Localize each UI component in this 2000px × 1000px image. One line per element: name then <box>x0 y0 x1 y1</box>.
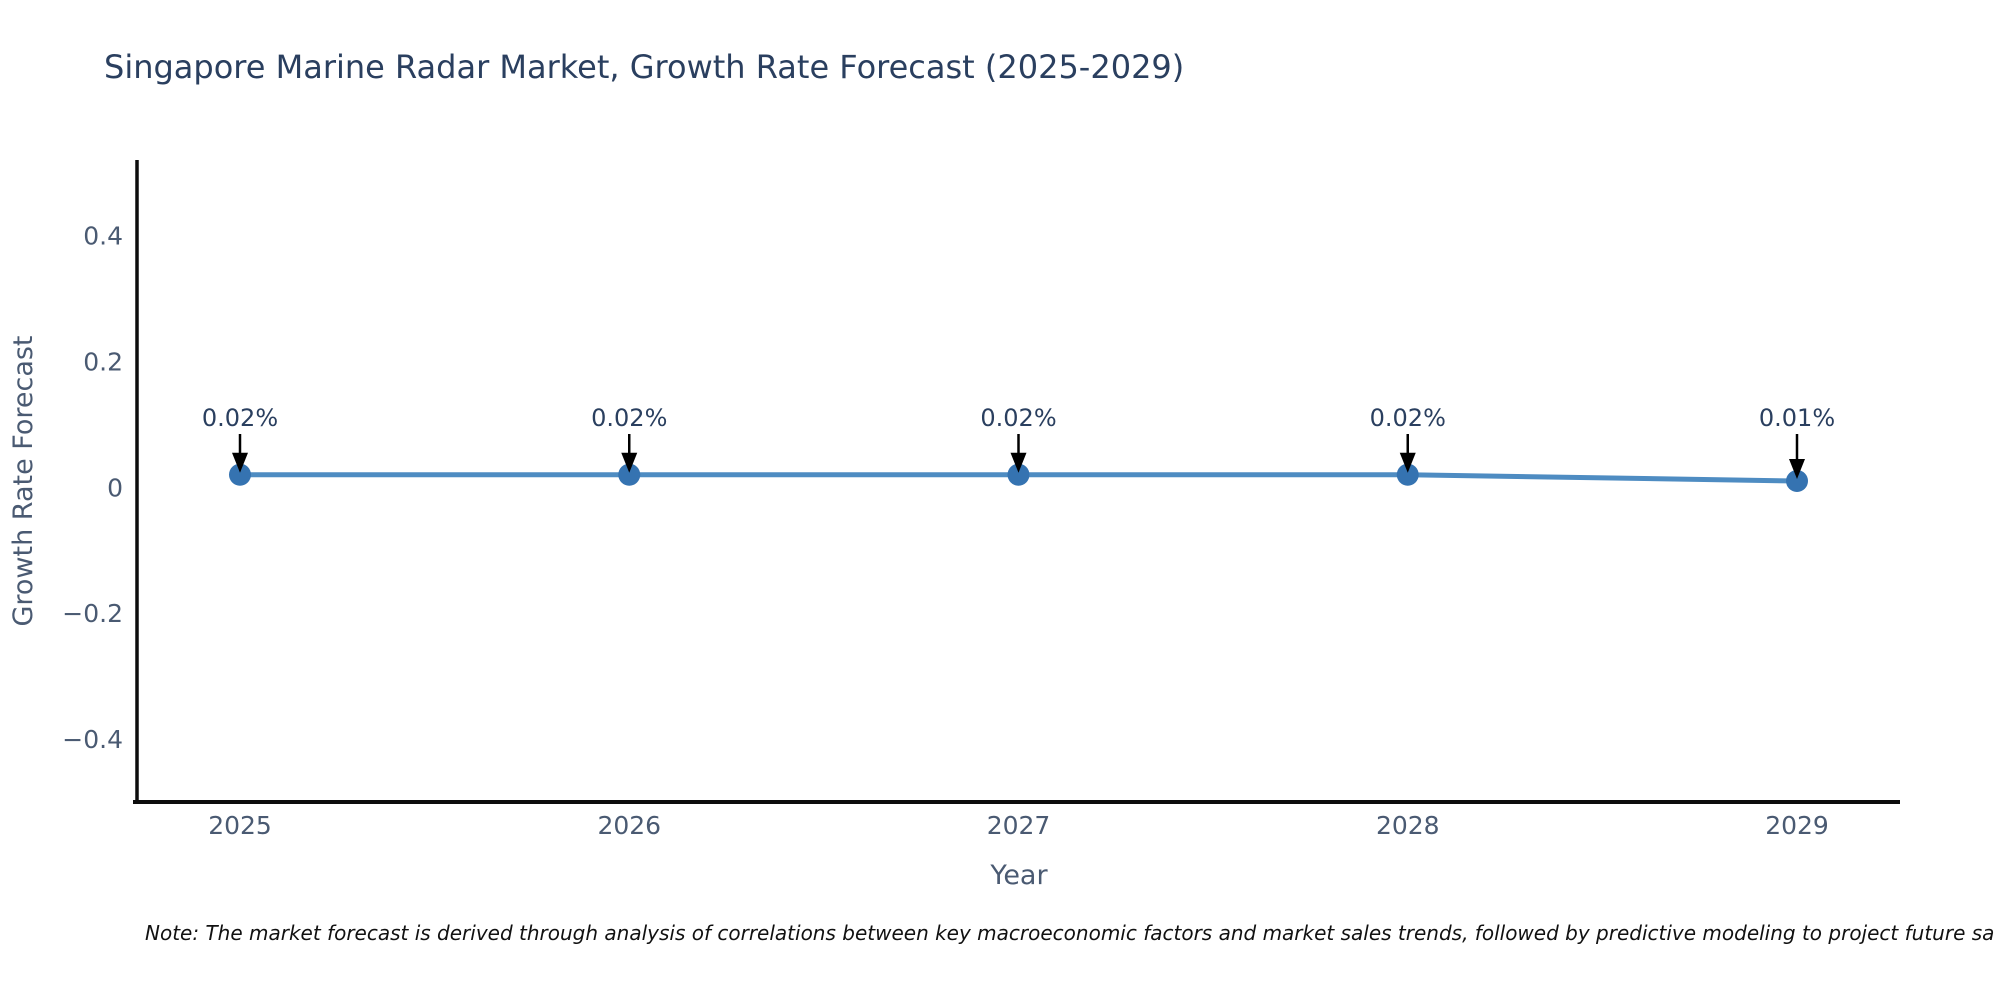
y-tick-label: 0.2 <box>83 347 123 376</box>
x-tick-label: 2029 <box>1765 811 1829 840</box>
data-point-label: 0.02% <box>980 404 1056 432</box>
x-tick-label: 2028 <box>1376 811 1440 840</box>
data-point <box>618 463 641 486</box>
y-axis-title: Growth Rate Forecast <box>8 335 39 626</box>
y-tick-label: 0.4 <box>83 222 123 251</box>
data-point <box>229 463 251 486</box>
annotation-arrow-head <box>1399 452 1416 473</box>
annotation-arrow-head <box>621 452 638 473</box>
data-point <box>1007 463 1030 486</box>
annotation-arrow-head <box>1789 459 1805 479</box>
data-point-label: 0.02% <box>202 404 278 432</box>
y-tick-label: −0.4 <box>62 725 123 754</box>
chart-title: Singapore Marine Radar Market, Growth Ra… <box>104 48 1184 86</box>
data-point-label: 0.02% <box>1370 404 1446 432</box>
x-tick-label: 2026 <box>597 811 661 840</box>
x-tick-label: 2025 <box>208 811 272 840</box>
annotation-arrow-head <box>232 452 248 473</box>
y-tick-label: −0.2 <box>62 599 123 628</box>
x-tick-label: 2027 <box>987 811 1051 840</box>
plot-area: 0.4 0.2 0 −0.2 −0.4 2025 2026 2027 2028 2029 0.02%… <box>62 160 1900 840</box>
y-tick-label: 0 <box>107 473 123 502</box>
data-point-label: 0.01% <box>1759 404 1835 432</box>
x-axis-title: Year <box>989 860 1048 891</box>
footnote: Note: The market forecast is derived thr… <box>145 921 1994 945</box>
data-point <box>1396 463 1419 486</box>
data-point <box>1786 470 1808 492</box>
data-point-label: 0.02% <box>591 404 667 432</box>
annotation-arrow-head <box>1010 452 1027 473</box>
